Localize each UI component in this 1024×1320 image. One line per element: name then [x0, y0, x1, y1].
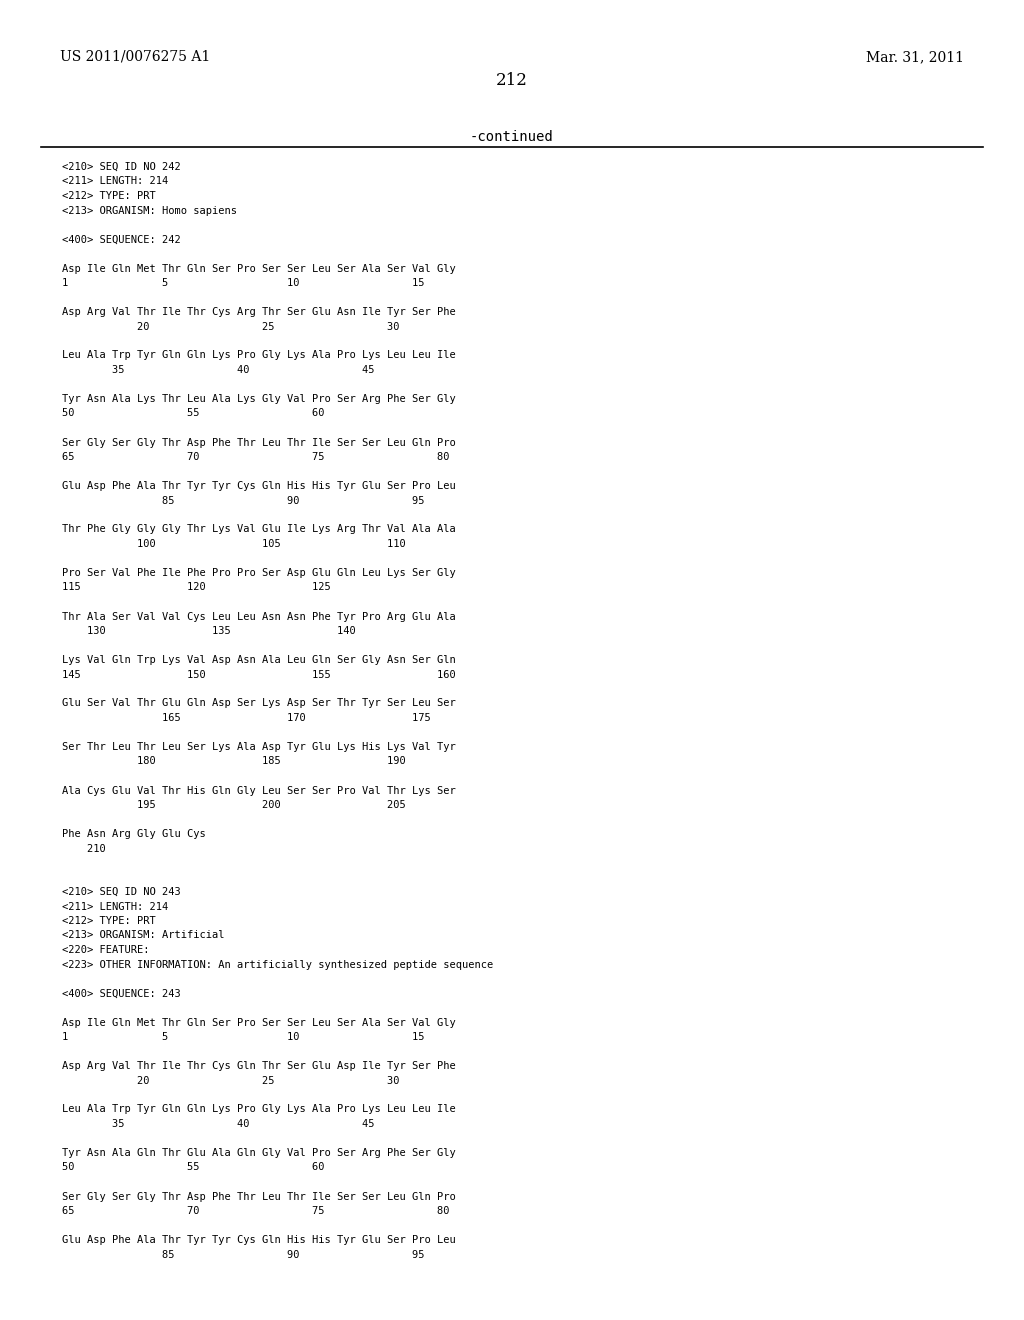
Text: Leu Ala Trp Tyr Gln Gln Lys Pro Gly Lys Ala Pro Lys Leu Leu Ile: Leu Ala Trp Tyr Gln Gln Lys Pro Gly Lys … [62, 1105, 456, 1114]
Text: 165                 170                 175: 165 170 175 [62, 713, 431, 723]
Text: Ser Gly Ser Gly Thr Asp Phe Thr Leu Thr Ile Ser Ser Leu Gln Pro: Ser Gly Ser Gly Thr Asp Phe Thr Leu Thr … [62, 1192, 456, 1201]
Text: 212: 212 [496, 73, 528, 88]
Text: 115                 120                 125: 115 120 125 [62, 582, 331, 593]
Text: Mar. 31, 2011: Mar. 31, 2011 [866, 50, 964, 63]
Text: <223> OTHER INFORMATION: An artificially synthesized peptide sequence: <223> OTHER INFORMATION: An artificially… [62, 960, 494, 969]
Text: <400> SEQUENCE: 242: <400> SEQUENCE: 242 [62, 235, 181, 244]
Text: 210: 210 [62, 843, 105, 854]
Text: 100                 105                 110: 100 105 110 [62, 539, 406, 549]
Text: <211> LENGTH: 214: <211> LENGTH: 214 [62, 177, 168, 186]
Text: 65                  70                  75                  80: 65 70 75 80 [62, 1206, 450, 1216]
Text: Thr Phe Gly Gly Gly Thr Lys Val Glu Ile Lys Arg Thr Val Ala Ala: Thr Phe Gly Gly Gly Thr Lys Val Glu Ile … [62, 524, 456, 535]
Text: <210> SEQ ID NO 243: <210> SEQ ID NO 243 [62, 887, 181, 898]
Text: 1               5                   10                  15: 1 5 10 15 [62, 279, 425, 288]
Text: <212> TYPE: PRT: <212> TYPE: PRT [62, 191, 156, 201]
Text: Leu Ala Trp Tyr Gln Gln Lys Pro Gly Lys Ala Pro Lys Leu Leu Ile: Leu Ala Trp Tyr Gln Gln Lys Pro Gly Lys … [62, 351, 456, 360]
Text: Phe Asn Arg Gly Glu Cys: Phe Asn Arg Gly Glu Cys [62, 829, 206, 840]
Text: Asp Ile Gln Met Thr Gln Ser Pro Ser Ser Leu Ser Ala Ser Val Gly: Asp Ile Gln Met Thr Gln Ser Pro Ser Ser … [62, 264, 456, 273]
Text: 50                  55                  60: 50 55 60 [62, 408, 325, 418]
Text: Asp Arg Val Thr Ile Thr Cys Gln Thr Ser Glu Asp Ile Tyr Ser Phe: Asp Arg Val Thr Ile Thr Cys Gln Thr Ser … [62, 1061, 456, 1071]
Text: 65                  70                  75                  80: 65 70 75 80 [62, 451, 450, 462]
Text: 195                 200                 205: 195 200 205 [62, 800, 406, 810]
Text: <213> ORGANISM: Homo sapiens: <213> ORGANISM: Homo sapiens [62, 206, 237, 215]
Text: Asp Arg Val Thr Ile Thr Cys Arg Thr Ser Glu Asn Ile Tyr Ser Phe: Asp Arg Val Thr Ile Thr Cys Arg Thr Ser … [62, 308, 456, 317]
Text: <400> SEQUENCE: 243: <400> SEQUENCE: 243 [62, 989, 181, 998]
Text: Glu Asp Phe Ala Thr Tyr Tyr Cys Gln His His Tyr Glu Ser Pro Leu: Glu Asp Phe Ala Thr Tyr Tyr Cys Gln His … [62, 480, 456, 491]
Text: <220> FEATURE:: <220> FEATURE: [62, 945, 150, 954]
Text: 85                  90                  95: 85 90 95 [62, 1250, 425, 1259]
Text: 35                  40                  45: 35 40 45 [62, 366, 375, 375]
Text: Glu Asp Phe Ala Thr Tyr Tyr Cys Gln His His Tyr Glu Ser Pro Leu: Glu Asp Phe Ala Thr Tyr Tyr Cys Gln His … [62, 1236, 456, 1245]
Text: Ser Thr Leu Thr Leu Ser Lys Ala Asp Tyr Glu Lys His Lys Val Tyr: Ser Thr Leu Thr Leu Ser Lys Ala Asp Tyr … [62, 742, 456, 752]
Text: Ser Gly Ser Gly Thr Asp Phe Thr Leu Thr Ile Ser Ser Leu Gln Pro: Ser Gly Ser Gly Thr Asp Phe Thr Leu Thr … [62, 437, 456, 447]
Text: Glu Ser Val Thr Glu Gln Asp Ser Lys Asp Ser Thr Tyr Ser Leu Ser: Glu Ser Val Thr Glu Gln Asp Ser Lys Asp … [62, 698, 456, 709]
Text: 20                  25                  30: 20 25 30 [62, 1076, 399, 1085]
Text: 50                  55                  60: 50 55 60 [62, 1163, 325, 1172]
Text: 20                  25                  30: 20 25 30 [62, 322, 399, 331]
Text: Lys Val Gln Trp Lys Val Asp Asn Ala Leu Gln Ser Gly Asn Ser Gln: Lys Val Gln Trp Lys Val Asp Asn Ala Leu … [62, 655, 456, 665]
Text: Asp Ile Gln Met Thr Gln Ser Pro Ser Ser Leu Ser Ala Ser Val Gly: Asp Ile Gln Met Thr Gln Ser Pro Ser Ser … [62, 1018, 456, 1027]
Text: 35                  40                  45: 35 40 45 [62, 1119, 375, 1129]
Text: Tyr Asn Ala Lys Thr Leu Ala Lys Gly Val Pro Ser Arg Phe Ser Gly: Tyr Asn Ala Lys Thr Leu Ala Lys Gly Val … [62, 393, 456, 404]
Text: 85                  90                  95: 85 90 95 [62, 495, 425, 506]
Text: 1               5                   10                  15: 1 5 10 15 [62, 1032, 425, 1041]
Text: <211> LENGTH: 214: <211> LENGTH: 214 [62, 902, 168, 912]
Text: Tyr Asn Ala Gln Thr Glu Ala Gln Gly Val Pro Ser Arg Phe Ser Gly: Tyr Asn Ala Gln Thr Glu Ala Gln Gly Val … [62, 1148, 456, 1158]
Text: -continued: -continued [470, 129, 554, 144]
Text: 130                 135                 140: 130 135 140 [62, 626, 355, 636]
Text: US 2011/0076275 A1: US 2011/0076275 A1 [60, 50, 210, 63]
Text: Pro Ser Val Phe Ile Phe Pro Pro Ser Asp Glu Gln Leu Lys Ser Gly: Pro Ser Val Phe Ile Phe Pro Pro Ser Asp … [62, 568, 456, 578]
Text: Ala Cys Glu Val Thr His Gln Gly Leu Ser Ser Pro Val Thr Lys Ser: Ala Cys Glu Val Thr His Gln Gly Leu Ser … [62, 785, 456, 796]
Text: Thr Ala Ser Val Val Cys Leu Leu Asn Asn Phe Tyr Pro Arg Glu Ala: Thr Ala Ser Val Val Cys Leu Leu Asn Asn … [62, 611, 456, 622]
Text: <213> ORGANISM: Artificial: <213> ORGANISM: Artificial [62, 931, 224, 940]
Text: <212> TYPE: PRT: <212> TYPE: PRT [62, 916, 156, 927]
Text: 180                 185                 190: 180 185 190 [62, 756, 406, 767]
Text: 145                 150                 155                 160: 145 150 155 160 [62, 669, 456, 680]
Text: <210> SEQ ID NO 242: <210> SEQ ID NO 242 [62, 162, 181, 172]
